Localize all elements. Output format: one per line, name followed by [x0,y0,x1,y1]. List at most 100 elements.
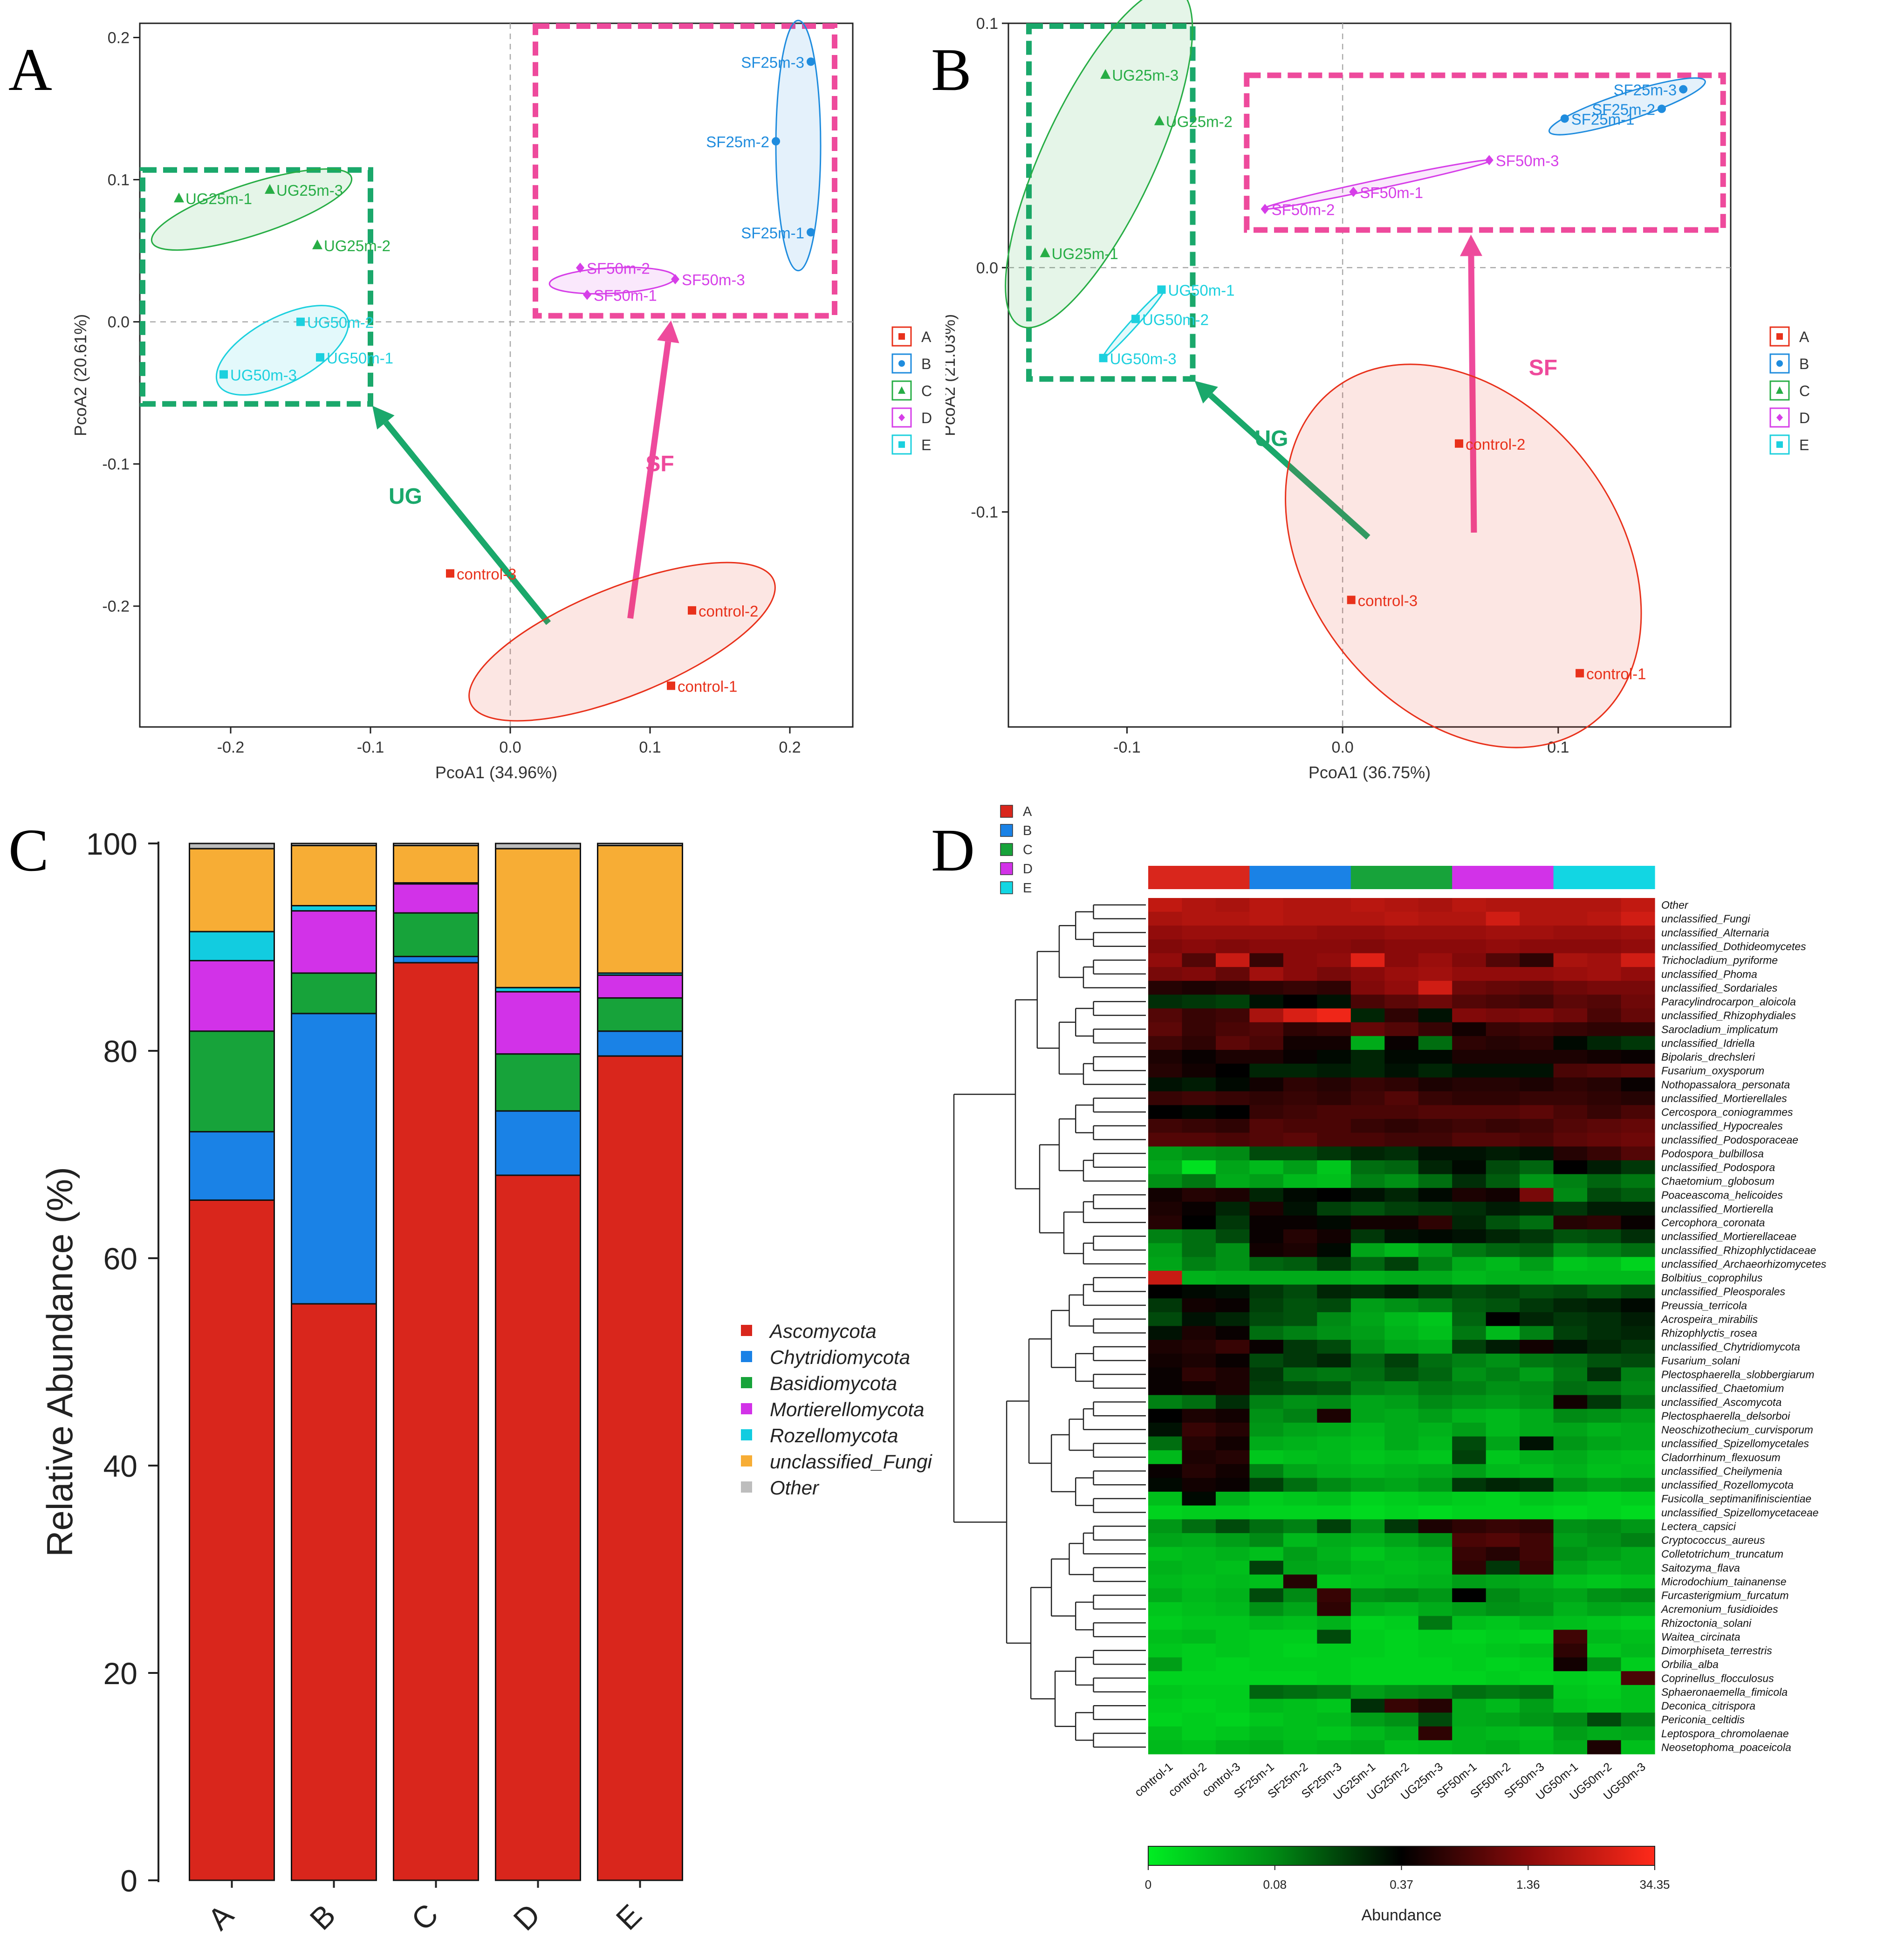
heatmap-cell-cryptococcus-aureus-sf25m-2 [1283,1533,1317,1548]
heatmap-cell-unclassified-phoma-sf50m-3 [1520,967,1554,981]
heatmap-cell-acrospeira-mirabilis-sf50m-2 [1486,1312,1520,1327]
heatmap-cell-unclassified-dothideomycetes-sf25m-3 [1317,939,1351,954]
heatmap-cell-unclassified-fungi-ug50m-1 [1553,911,1588,926]
heatmap-cell-podospora-bulbillosa-ug25m-1 [1350,1146,1385,1161]
colorbar-tick-label: 34.35 [1639,1878,1670,1891]
row-label-unclassified-rhizophlyctidaceae: unclassified_Rhizophlyctidaceae [1661,1244,1816,1256]
legend-key-c [1769,380,1790,401]
heatmap-cell-unclassified-rhizophlyctidaceae-ug50m-3 [1621,1243,1655,1257]
row-label-unclassified-archaeorhizomycetes: unclassified_Archaeorhizomycetes [1661,1258,1827,1270]
heatmap-cell-furcasterigmium-furcatum-sf25m-1 [1249,1588,1284,1603]
legend-label-b: B [1799,356,1809,372]
heatmap-cell-plectosphaerella-delsorboi-sf25m-1 [1249,1409,1284,1423]
heatmap-cell-paracylindrocarpon-aloicola-ug25m-1 [1350,994,1385,1009]
heatmap-cell-unclassified-mortierellaceae-ug50m-3 [1621,1229,1655,1244]
heatmap-cell-unclassified-podospora-control-2 [1182,1160,1216,1175]
bar-b-ascomycota [291,1303,377,1881]
heatmap-cell-unclassified-chaetomium-control-2 [1182,1381,1216,1396]
heatmap-cell-unclassified-hypocreales-control-1 [1148,1119,1183,1133]
heatmap-cell-paracylindrocarpon-aloicola-ug25m-2 [1384,994,1419,1009]
heatmap-cell-chaetomium-globosum-ug50m-2 [1587,1174,1622,1188]
legend-key-c [891,380,912,401]
heatmap-cell-unclassified-idriella-sf50m-1 [1452,1036,1487,1050]
heatmap-cell-unclassified-rozellomycota-sf25m-3 [1317,1478,1351,1492]
heatmap-cell-periconia-celtidis-ug50m-2 [1587,1713,1622,1727]
heatmap-cell-unclassified-fungi-ug50m-2 [1587,911,1622,926]
heatmap-cell-periconia-celtidis-ug25m-3 [1418,1713,1453,1727]
row-label-unclassified-podospora: unclassified_Podospora [1661,1161,1775,1173]
heatmap-cell-unclassified-dothideomycetes-ug25m-2 [1384,939,1419,954]
point-label-control-1: control-1 [678,678,737,695]
sf-arrow-head [1459,234,1482,256]
y-tick-label: 0 [120,1864,137,1898]
heatmap-cell-unclassified-sordariales-sf25m-3 [1317,980,1351,995]
heatmap-cell-unclassified-spizellomycetaceae-sf25m-3 [1317,1505,1351,1520]
heatmap-cell-unclassified-spizellomycetaceae-ug25m-2 [1384,1505,1419,1520]
row-label-podospora-bulbillosa: Podospora_bulbillosa [1661,1147,1764,1159]
heatmap-cell-neoschizothecium-curvisporum-sf25m-3 [1317,1422,1351,1437]
bar-d-ascomycota [495,1174,581,1881]
heatmap-cell-acrospeira-mirabilis-ug50m-1 [1553,1312,1588,1327]
panel-letter-a: A [8,36,52,103]
heatmap-cell-unclassified-phoma-control-1 [1148,967,1183,981]
heatmap-cell-trichocladium-pyriforme-sf25m-3 [1317,953,1351,967]
heatmap-cell-cryptococcus-aureus-sf50m-3 [1520,1533,1554,1548]
heatmap-cell-poaceascoma-helicoides-ug50m-3 [1621,1188,1655,1202]
heatmap-cell-deconica-citrispora-control-3 [1215,1699,1250,1713]
heatmap-cell-unclassified-mortierellaceae-sf25m-3 [1317,1229,1351,1244]
heatmap-cell-unclassified-rozellomycota-ug25m-1 [1350,1478,1385,1492]
heatmap-cell-cladorrhinum-flexuosum-ug25m-2 [1384,1450,1419,1465]
heatmap-cell-unclassified-spizellomycetales-ug50m-3 [1621,1436,1655,1451]
point-label-sf25m-3: SF25m-3 [1613,82,1677,99]
point-sf50m-3 [671,274,679,285]
heatmap-cell-poaceascoma-helicoides-sf50m-2 [1486,1188,1520,1202]
heatmap-cell-trichocladium-pyriforme-ug25m-1 [1350,953,1385,967]
heatmap-cell-podospora-bulbillosa-sf50m-3 [1520,1146,1554,1161]
heatmap-cell-neoschizothecium-curvisporum-sf50m-3 [1520,1422,1554,1437]
heatmap-cell-plectosphaerella-slobbergiarum-ug25m-3 [1418,1367,1453,1382]
group-c-ellipse [151,168,353,251]
heatmap-cell-periconia-celtidis-control-3 [1215,1713,1250,1727]
heatmap-cell-poaceascoma-helicoides-ug25m-3 [1418,1188,1453,1202]
row-label-coprinellus-flocculosus: Coprinellus_flocculosus [1661,1672,1774,1684]
heatmap-cell-unclassified-alternaria-sf50m-1 [1452,925,1487,940]
heatmap-cell-unclassified-archaeorhizomycetes-sf50m-3 [1520,1257,1554,1271]
heatmap-cell-saitozyma-flava-control-3 [1215,1561,1250,1575]
heatmap-cell-sphaeronaemella-fimicola-ug25m-2 [1384,1685,1419,1700]
heatmap-cell-paracylindrocarpon-aloicola-sf25m-3 [1317,994,1351,1009]
heatmap-cell-unclassified-fungi-ug25m-1 [1350,911,1385,926]
heatmap-cell-coprinellus-flocculosus-control-2 [1182,1671,1216,1686]
row-label-unclassified-idriella: unclassified_Idriella [1661,1037,1755,1049]
heatmap-cell-poaceascoma-helicoides-control-1 [1148,1188,1183,1202]
heatmap-cell-nothopassalora-personata-ug50m-3 [1621,1077,1655,1092]
heatmap-cell-unclassified-fungi-ug25m-2 [1384,911,1419,926]
heatmap-cell-orbilia-alba-ug50m-3 [1621,1657,1655,1672]
heatmap-cell-chaetomium-globosum-ug50m-1 [1553,1174,1588,1188]
heatmap-cell-deconica-citrispora-sf25m-3 [1317,1699,1351,1713]
heatmap-cell-unclassified-idriella-sf50m-2 [1486,1036,1520,1050]
heatmap-cell-deconica-citrispora-sf50m-1 [1452,1699,1487,1713]
heatmap-cell-sphaeronaemella-fimicola-sf50m-3 [1520,1685,1554,1700]
ug-cluster-box [1026,23,1196,382]
row-label-sarocladium-implicatum: Sarocladium_implicatum [1661,1023,1778,1035]
heatmap-cell-cryptococcus-aureus-sf50m-2 [1486,1533,1520,1548]
heatmap-cell-unclassified-podospora-sf50m-3 [1520,1160,1554,1175]
heatmap-cell-fusarium-oxysporum-sf25m-2 [1283,1063,1317,1078]
row-label-acrospeira-mirabilis: Acrospeira_mirabilis [1660,1313,1758,1325]
heatmap-cell-periconia-celtidis-ug25m-2 [1384,1713,1419,1727]
point-label-ug50m-2: UG50m-2 [1142,311,1209,328]
heatmap-cell-unclassified-cheilymenia-sf25m-3 [1317,1464,1351,1479]
heatmap-cell-lectera-capsici-ug25m-3 [1418,1519,1453,1534]
heatmap-cell-unclassified-spizellomycetales-sf25m-1 [1249,1436,1284,1451]
heatmap-cell-rhizophlyctis-rosea-sf25m-1 [1249,1326,1284,1340]
heatmap-cell-preussia-terricola-ug25m-1 [1350,1298,1385,1313]
row-label-waitea-circinata: Waitea_circinata [1661,1631,1740,1643]
heatmap-cell-unclassified-podospora-ug50m-3 [1621,1160,1655,1175]
heatmap-cell-fusarium-oxysporum-control-3 [1215,1063,1250,1078]
heatmap-cell-unclassified-hypocreales-ug50m-3 [1621,1119,1655,1133]
heatmap-cell-unclassified-ascomycota-control-1 [1148,1395,1183,1409]
heatmap-cell-plectosphaerella-slobbergiarum-sf50m-3 [1520,1367,1554,1382]
heatmap-cell-cercophora-coronata-ug50m-3 [1621,1215,1655,1230]
heatmap-cell-unclassified-alternaria-control-2 [1182,925,1216,940]
point-ug50m-2 [296,317,305,326]
